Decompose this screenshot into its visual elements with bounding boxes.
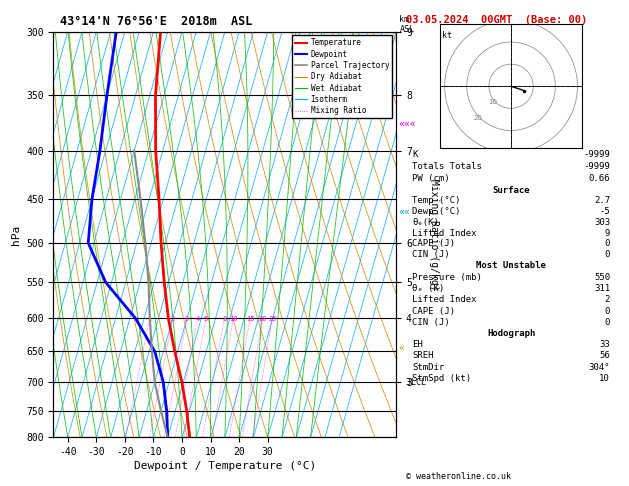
- Y-axis label: Mixing Ratio (g/kg): Mixing Ratio (g/kg): [428, 179, 438, 290]
- Text: Surface: Surface: [493, 186, 530, 194]
- Text: StmSpd (kt): StmSpd (kt): [412, 374, 471, 383]
- Text: 56: 56: [599, 351, 610, 361]
- Text: 4: 4: [196, 316, 200, 322]
- Text: 03.05.2024  00GMT  (Base: 00): 03.05.2024 00GMT (Base: 00): [406, 15, 587, 25]
- Text: 43°14'N 76°56'E  2018m  ASL: 43°14'N 76°56'E 2018m ASL: [60, 15, 252, 28]
- Text: Pressure (mb): Pressure (mb): [412, 273, 482, 281]
- Text: Temp (°C): Temp (°C): [412, 196, 460, 205]
- Text: 2: 2: [170, 316, 175, 322]
- Text: 8: 8: [222, 316, 226, 322]
- Text: CAPE (J): CAPE (J): [412, 307, 455, 315]
- Text: 10: 10: [489, 99, 498, 105]
- Text: «««: «««: [399, 119, 416, 129]
- Text: 20: 20: [473, 115, 482, 121]
- Text: SREH: SREH: [412, 351, 433, 361]
- Text: 1: 1: [148, 316, 152, 322]
- Text: kt: kt: [442, 31, 452, 40]
- Text: Lifted Index: Lifted Index: [412, 295, 477, 304]
- Text: 33: 33: [599, 340, 610, 349]
- Text: Lifted Index: Lifted Index: [412, 228, 477, 238]
- Text: 303: 303: [594, 218, 610, 227]
- Text: CAPE (J): CAPE (J): [412, 240, 455, 248]
- Text: 10: 10: [599, 374, 610, 383]
- Text: 0: 0: [604, 240, 610, 248]
- Text: -9999: -9999: [583, 162, 610, 171]
- Text: 20: 20: [259, 316, 267, 322]
- Text: 0: 0: [604, 318, 610, 327]
- Text: km
ASL: km ASL: [399, 15, 415, 34]
- Text: CIN (J): CIN (J): [412, 250, 450, 259]
- Text: θₑ(K): θₑ(K): [412, 218, 439, 227]
- Text: 0: 0: [604, 307, 610, 315]
- Text: Most Unstable: Most Unstable: [476, 261, 546, 270]
- Text: 311: 311: [594, 284, 610, 293]
- Text: PW (cm): PW (cm): [412, 174, 450, 183]
- Text: 9: 9: [604, 228, 610, 238]
- Text: 550: 550: [594, 273, 610, 281]
- Text: 2.7: 2.7: [594, 196, 610, 205]
- Text: 10: 10: [229, 316, 238, 322]
- Y-axis label: hPa: hPa: [11, 225, 21, 244]
- Text: © weatheronline.co.uk: © weatheronline.co.uk: [406, 472, 511, 481]
- Text: 5: 5: [204, 316, 208, 322]
- Text: 15: 15: [246, 316, 254, 322]
- Text: CIN (J): CIN (J): [412, 318, 450, 327]
- Text: K: K: [412, 150, 418, 159]
- Text: ««: ««: [399, 207, 411, 216]
- Text: Hodograph: Hodograph: [487, 329, 535, 338]
- Text: 3LCL: 3LCL: [396, 378, 426, 387]
- Text: 0.66: 0.66: [589, 174, 610, 183]
- X-axis label: Dewpoint / Temperature (°C): Dewpoint / Temperature (°C): [134, 461, 316, 471]
- Text: 3: 3: [185, 316, 189, 322]
- Text: 0: 0: [604, 250, 610, 259]
- Text: 25: 25: [268, 316, 277, 322]
- Text: -5: -5: [599, 207, 610, 216]
- Text: «: «: [399, 343, 404, 352]
- Text: -9999: -9999: [583, 150, 610, 159]
- Text: 304°: 304°: [589, 363, 610, 372]
- Text: θₑ (K): θₑ (K): [412, 284, 444, 293]
- Text: Dewp (°C): Dewp (°C): [412, 207, 460, 216]
- Text: Totals Totals: Totals Totals: [412, 162, 482, 171]
- Text: EH: EH: [412, 340, 423, 349]
- Text: StmDir: StmDir: [412, 363, 444, 372]
- Text: 2: 2: [604, 295, 610, 304]
- Legend: Temperature, Dewpoint, Parcel Trajectory, Dry Adiabat, Wet Adiabat, Isotherm, Mi: Temperature, Dewpoint, Parcel Trajectory…: [292, 35, 392, 118]
